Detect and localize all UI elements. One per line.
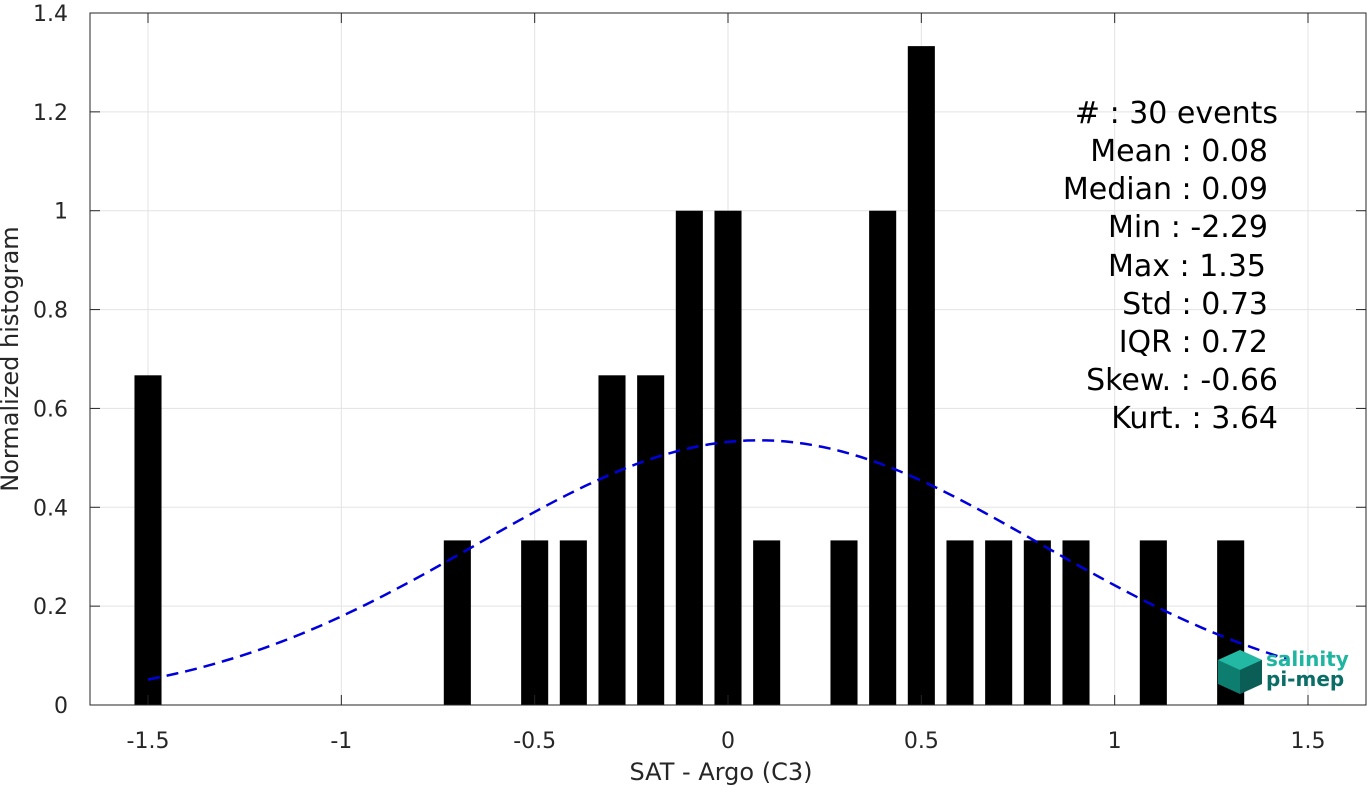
y-tick-label: 1.4 [33, 2, 68, 27]
stats-std: Std : 0.73 [1122, 287, 1268, 322]
logo-text-pi-mep: pi-mep [1266, 667, 1344, 691]
x-tick-label: 1.5 [1291, 729, 1326, 754]
x-tick-labels: -1.5 -1 -0.5 0 0.5 1 1.5 [127, 729, 1326, 754]
x-tick-label: 0 [721, 729, 735, 754]
histogram-bar [598, 375, 626, 705]
histogram-bar [714, 210, 742, 705]
histogram-bar [907, 46, 935, 706]
histogram-bars [134, 46, 1245, 706]
x-axis-label: SAT - Argo (C3) [630, 758, 813, 786]
histogram-bar [637, 375, 665, 705]
x-tick-label: 0.5 [904, 729, 939, 754]
stats-max: Max : 1.35 [1108, 249, 1266, 284]
histogram-bar [521, 540, 549, 705]
stats-iqr: IQR : 0.72 [1119, 325, 1268, 360]
histogram-bar [675, 210, 703, 705]
x-tick-label: -1 [330, 729, 352, 754]
y-tick-labels: 0 0.2 0.4 0.6 0.8 1 1.2 1.4 [33, 2, 68, 719]
y-tick-label: 0.2 [33, 595, 68, 620]
salinity-pi-mep-logo: salinity pi-mep [1218, 647, 1349, 694]
y-tick-label: 1.2 [33, 101, 68, 126]
normal-fit-curve [147, 439, 1290, 681]
histogram-bar [134, 375, 162, 705]
stats-skew: Skew. : -0.66 [1086, 363, 1278, 398]
stats-box: # : 30 events Mean : 0.08 Median : 0.09 … [1063, 96, 1278, 436]
histogram-bar [1139, 540, 1167, 705]
histogram-bar [559, 540, 587, 705]
y-tick-label: 0 [54, 694, 68, 719]
histogram-bar [830, 540, 858, 705]
histogram-bar [946, 540, 974, 705]
histogram-bar [1062, 540, 1090, 705]
x-tick-label: -0.5 [513, 729, 556, 754]
logo-text-salinity: salinity [1266, 647, 1349, 671]
y-tick-label: 0.6 [33, 397, 68, 422]
histogram-bar [985, 540, 1013, 705]
x-tick-label: 1 [1108, 729, 1122, 754]
y-tick-label: 1 [54, 200, 68, 225]
histogram-bar [753, 540, 781, 705]
y-axis-label: Normalized histogram [0, 226, 24, 491]
axis-ticks [90, 12, 1366, 706]
histogram-bar [869, 210, 897, 705]
histogram-bar [443, 540, 471, 705]
stats-median: Median : 0.09 [1063, 172, 1268, 207]
stats-count: # : 30 events [1075, 96, 1278, 131]
x-tick-label: -1.5 [127, 729, 170, 754]
logo-cube-side-icon [1240, 660, 1262, 694]
stats-min: Min : -2.29 [1108, 210, 1268, 245]
stats-mean: Mean : 0.08 [1090, 134, 1268, 169]
y-tick-label: 0.8 [33, 299, 68, 324]
y-tick-label: 0.4 [33, 496, 68, 521]
histogram-bar [1023, 540, 1051, 705]
stats-kurt: Kurt. : 3.64 [1111, 401, 1278, 436]
